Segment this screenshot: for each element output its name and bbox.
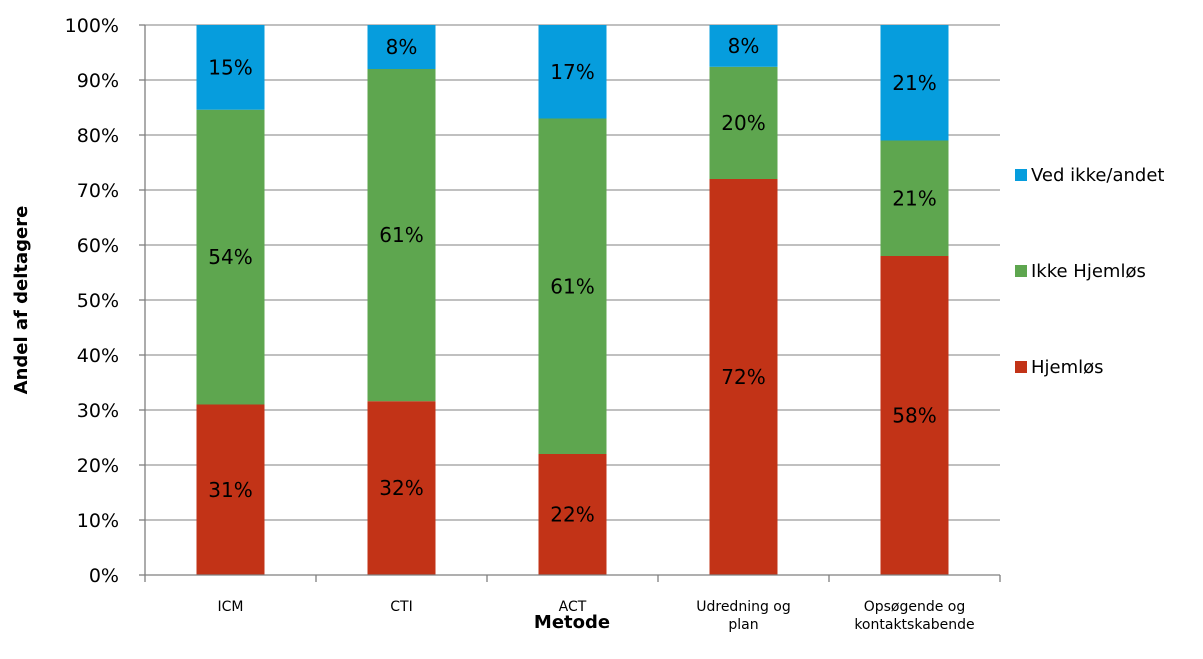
- bar-segment: [709, 25, 778, 67]
- data-label: 58%: [892, 404, 936, 428]
- y-axis-title: Andel af deltagere: [11, 206, 32, 395]
- x-tick-label: kontaktskabende: [854, 617, 974, 633]
- x-tick-label: CTI: [390, 599, 412, 615]
- bars: [196, 25, 949, 575]
- y-tick-label: 10%: [77, 510, 119, 532]
- data-label: 8%: [386, 35, 418, 59]
- bar-segment: [880, 25, 949, 141]
- legend: Ved ikke/andet Ikke Hjemløs Hjemløs: [1015, 165, 1164, 378]
- x-tick-label: Udredning og: [696, 599, 791, 615]
- y-tick-label: 70%: [77, 180, 119, 202]
- x-tick-label: Opsøgende og: [864, 599, 966, 615]
- x-tick-label: plan: [728, 617, 758, 633]
- y-tick-label: 50%: [77, 290, 119, 312]
- bar-segment: [367, 25, 436, 69]
- bar-segment: [538, 118, 607, 454]
- data-label: 54%: [208, 245, 252, 269]
- legend-label: Hjemløs: [1031, 357, 1104, 378]
- legend-swatch: [1015, 169, 1027, 181]
- bar-segment: [538, 25, 607, 119]
- data-label: 61%: [379, 223, 423, 247]
- bar-segment: [196, 109, 265, 405]
- legend-swatch: [1015, 265, 1027, 277]
- y-tick-label: 100%: [65, 15, 119, 37]
- bar-segment: [709, 66, 778, 179]
- data-label: 15%: [208, 55, 252, 79]
- y-tick-label: 90%: [77, 70, 119, 92]
- bar-segment: [880, 140, 949, 256]
- segment-labels: 31% 54% 15% 32% 61% 8% 22% 61% 17% 72% 20% 8% 58% 21%…: [208, 34, 936, 527]
- data-label: 8%: [728, 34, 760, 58]
- legend-label: Ved ikke/andet: [1031, 165, 1164, 186]
- data-label: 61%: [550, 274, 594, 298]
- y-tick-label: 20%: [77, 455, 119, 477]
- x-tick-label: ICM: [218, 599, 244, 615]
- data-label: 21%: [892, 186, 936, 210]
- legend-swatch: [1015, 361, 1027, 373]
- data-label: 31%: [208, 478, 252, 502]
- y-tick-label: 40%: [77, 345, 119, 367]
- legend-label: Ikke Hjemløs: [1031, 261, 1146, 282]
- y-tick-label: 80%: [77, 125, 119, 147]
- x-tick-label: ACT: [559, 599, 587, 615]
- bar-segment: [367, 401, 436, 575]
- bar-segment: [709, 179, 778, 575]
- data-label: 22%: [550, 503, 594, 527]
- data-label: 20%: [721, 111, 765, 135]
- y-tick-label: 0%: [89, 565, 119, 587]
- axes: 0% 10% 20% 30% 40% 50% 60% 70% 80% 90% 100% ICM CTI A…: [65, 15, 1001, 633]
- data-label: 72%: [721, 365, 765, 389]
- bar-segment: [367, 69, 436, 402]
- x-axis-title: Metode: [534, 612, 610, 633]
- bar-segment: [538, 454, 607, 575]
- data-label: 21%: [892, 71, 936, 95]
- bar-segment: [196, 25, 265, 110]
- bar-segment: [196, 404, 265, 575]
- y-tick-label: 30%: [77, 400, 119, 422]
- y-tick-label: 60%: [77, 235, 119, 257]
- bar-segment: [880, 256, 949, 575]
- data-label: 32%: [379, 476, 423, 500]
- data-label: 17%: [550, 60, 594, 84]
